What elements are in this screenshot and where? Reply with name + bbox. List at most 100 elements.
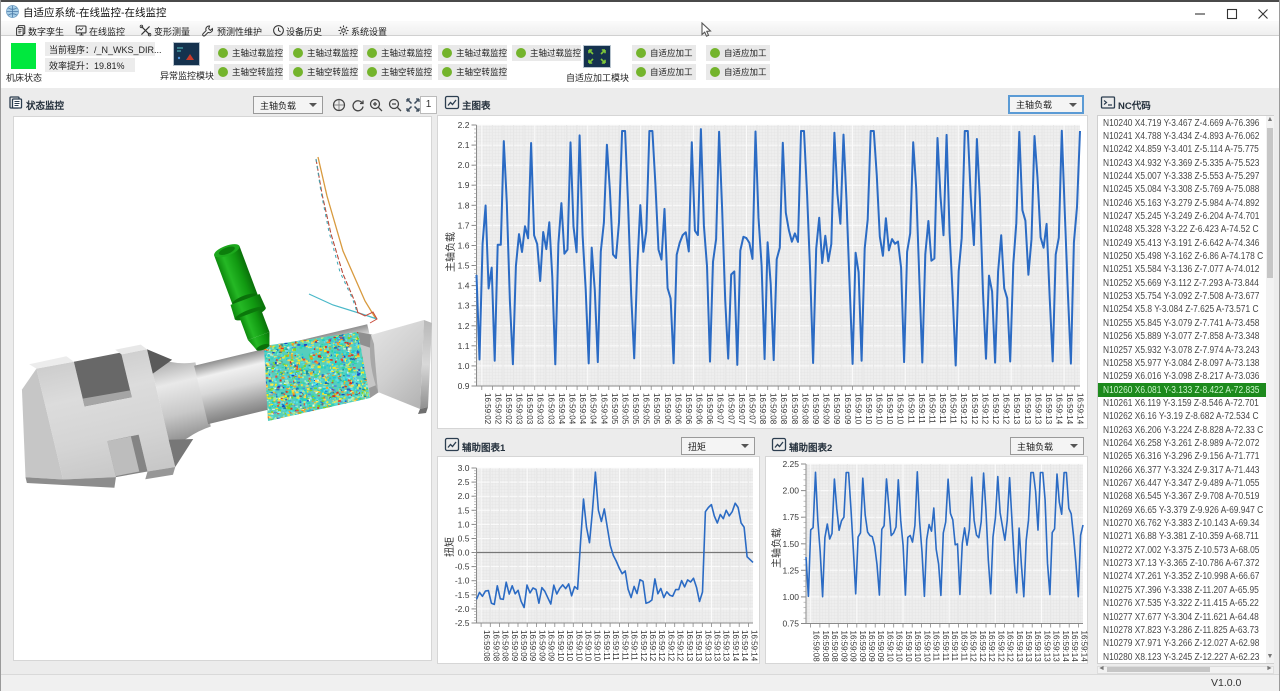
svg-text:16:59:08: 16:59:08 [790, 393, 799, 425]
svg-text:16:59:08: 16:59:08 [812, 631, 821, 663]
svg-text:16:59:08: 16:59:08 [769, 393, 778, 425]
svg-text:-1.0: -1.0 [455, 576, 470, 586]
svg-text:2.0: 2.0 [458, 491, 470, 501]
svg-text:16:59:12: 16:59:12 [987, 631, 996, 663]
svg-text:16:59:14: 16:59:14 [1055, 393, 1064, 425]
svg-text:16:59:11: 16:59:11 [611, 630, 620, 661]
svg-text:0.0: 0.0 [458, 548, 470, 558]
svg-text:16:59:12: 16:59:12 [970, 393, 979, 425]
svg-text:16:59:11: 16:59:11 [949, 393, 958, 424]
svg-text:16:59:03: 16:59:03 [525, 393, 534, 425]
svg-text:16:59:09: 16:59:09 [528, 630, 537, 662]
svg-text:16:59:14: 16:59:14 [1079, 631, 1088, 663]
svg-text:16:59:11: 16:59:11 [620, 630, 629, 661]
svg-text:16:59:14: 16:59:14 [749, 630, 758, 662]
svg-text:16:59:12: 16:59:12 [666, 630, 675, 662]
svg-text:16:59:11: 16:59:11 [932, 631, 941, 662]
svg-text:16:59:02: 16:59:02 [493, 393, 502, 425]
svg-text:16:59:09: 16:59:09 [858, 631, 867, 663]
svg-text:16:59:04: 16:59:04 [578, 393, 587, 425]
svg-text:16:59:06: 16:59:06 [684, 393, 693, 425]
svg-text:16:59:10: 16:59:10 [584, 630, 593, 662]
svg-text:16:59:07: 16:59:07 [748, 393, 757, 425]
svg-text:2.5: 2.5 [458, 477, 470, 487]
svg-text:1.25: 1.25 [782, 565, 799, 575]
svg-text:16:59:13: 16:59:13 [694, 630, 703, 662]
svg-text:16:59:10: 16:59:10 [574, 630, 583, 662]
svg-text:16:59:12: 16:59:12 [991, 393, 1000, 425]
svg-text:1.00: 1.00 [782, 592, 799, 602]
svg-text:16:59:14: 16:59:14 [1076, 393, 1085, 425]
svg-text:16:59:14: 16:59:14 [740, 630, 749, 662]
svg-text:16:59:10: 16:59:10 [886, 631, 895, 663]
svg-text:16:59:12: 16:59:12 [648, 630, 657, 662]
svg-text:16:59:07: 16:59:07 [726, 393, 735, 425]
svg-text:16:59:13: 16:59:13 [685, 630, 694, 662]
svg-text:1.7: 1.7 [458, 220, 470, 230]
svg-text:16:59:12: 16:59:12 [657, 630, 666, 662]
svg-text:16:59:14: 16:59:14 [1061, 631, 1070, 663]
svg-text:-1.5: -1.5 [455, 590, 470, 600]
svg-text:16:59:10: 16:59:10 [913, 631, 922, 663]
svg-text:1.5: 1.5 [458, 505, 470, 515]
svg-text:16:59:08: 16:59:08 [491, 630, 500, 662]
svg-text:16:59:10: 16:59:10 [922, 631, 931, 663]
svg-text:16:59:13: 16:59:13 [1012, 393, 1021, 425]
svg-text:16:59:08: 16:59:08 [821, 631, 830, 663]
svg-text:16:59:13: 16:59:13 [1024, 631, 1033, 663]
svg-text:16:59:11: 16:59:11 [928, 393, 937, 424]
svg-text:-2.5: -2.5 [455, 618, 470, 628]
svg-text:16:59:03: 16:59:03 [515, 393, 524, 425]
svg-text:16:59:10: 16:59:10 [875, 393, 884, 425]
svg-text:16:59:09: 16:59:09 [849, 631, 858, 663]
svg-text:16:59:11: 16:59:11 [959, 631, 968, 662]
svg-text:主轴负载: 主轴负载 [770, 528, 783, 568]
svg-text:1.3: 1.3 [458, 301, 470, 311]
svg-text:1.1: 1.1 [458, 341, 470, 351]
svg-text:1.6: 1.6 [458, 241, 470, 251]
svg-text:16:59:04: 16:59:04 [589, 393, 598, 425]
svg-text:16:59:13: 16:59:13 [1033, 631, 1042, 663]
svg-text:16:59:05: 16:59:05 [631, 393, 640, 425]
svg-text:16:59:12: 16:59:12 [978, 631, 987, 663]
svg-text:16:59:13: 16:59:13 [722, 630, 731, 662]
svg-text:1.75: 1.75 [782, 512, 799, 522]
svg-text:16:59:08: 16:59:08 [830, 631, 839, 663]
svg-text:16:59:11: 16:59:11 [938, 393, 947, 424]
svg-text:1.0: 1.0 [458, 361, 470, 371]
svg-text:16:59:09: 16:59:09 [867, 631, 876, 663]
svg-text:16:59:10: 16:59:10 [904, 631, 913, 663]
svg-text:2.0: 2.0 [458, 160, 470, 170]
svg-text:16:59:02: 16:59:02 [504, 393, 513, 425]
svg-text:1.50: 1.50 [782, 539, 799, 549]
svg-text:16:59:13: 16:59:13 [713, 630, 722, 662]
svg-text:16:59:10: 16:59:10 [895, 631, 904, 663]
svg-text:16:59:12: 16:59:12 [969, 631, 978, 663]
svg-text:16:59:05: 16:59:05 [652, 393, 661, 425]
svg-text:16:59:13: 16:59:13 [1033, 393, 1042, 425]
svg-text:1.8: 1.8 [458, 200, 470, 210]
svg-text:3.0: 3.0 [458, 463, 470, 473]
svg-text:16:59:02: 16:59:02 [483, 393, 492, 425]
svg-text:16:59:04: 16:59:04 [568, 393, 577, 425]
svg-text:16:59:14: 16:59:14 [1070, 631, 1079, 663]
svg-text:16:59:13: 16:59:13 [1043, 631, 1052, 663]
svg-text:-0.5: -0.5 [455, 562, 470, 572]
svg-text:16:59:09: 16:59:09 [822, 393, 831, 425]
svg-text:0.9: 0.9 [458, 381, 470, 391]
svg-text:16:59:08: 16:59:08 [779, 393, 788, 425]
svg-text:16:59:06: 16:59:06 [695, 393, 704, 425]
svg-text:16:59:06: 16:59:06 [663, 393, 672, 425]
svg-text:16:59:09: 16:59:09 [547, 630, 556, 662]
svg-text:16:59:11: 16:59:11 [602, 630, 611, 661]
svg-text:16:59:13: 16:59:13 [1023, 393, 1032, 425]
svg-text:16:59:08: 16:59:08 [482, 630, 491, 662]
svg-text:16:59:11: 16:59:11 [917, 393, 926, 424]
svg-text:16:59:04: 16:59:04 [557, 393, 566, 425]
svg-text:16:59:10: 16:59:10 [593, 630, 602, 662]
svg-text:0.5: 0.5 [458, 534, 470, 544]
svg-text:16:59:11: 16:59:11 [941, 631, 950, 662]
svg-text:16:59:05: 16:59:05 [620, 393, 629, 425]
svg-text:16:59:10: 16:59:10 [896, 393, 905, 425]
svg-text:16:59:06: 16:59:06 [673, 393, 682, 425]
